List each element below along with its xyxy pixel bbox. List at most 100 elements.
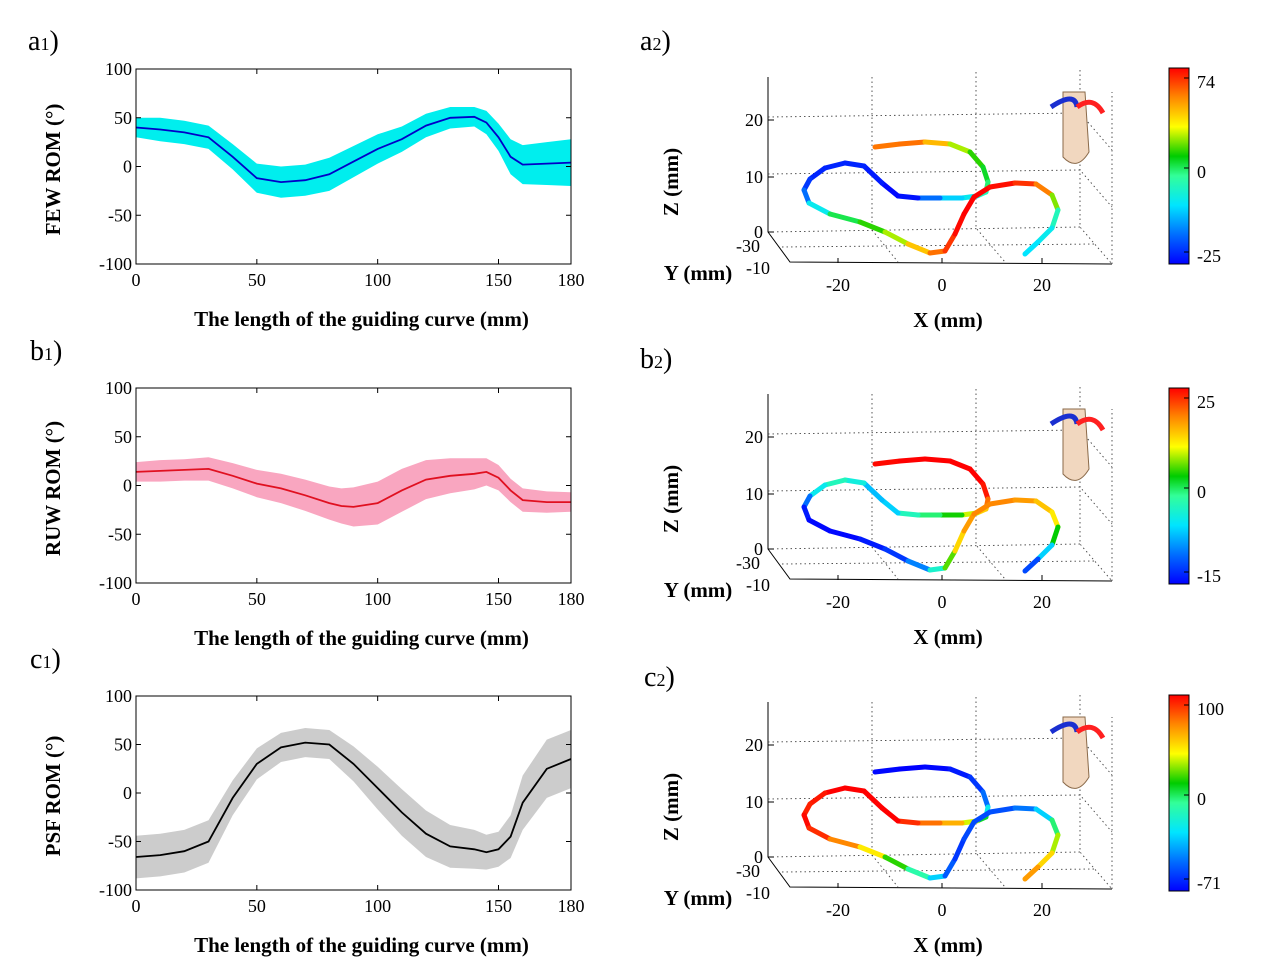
trajectory-segment [987,180,1018,190]
trajectory-segment [952,528,967,554]
trajectory-segment [905,558,933,573]
trajectory-segment [857,219,888,235]
sd-band [136,457,571,527]
y-tick-label: 50 [114,427,132,447]
y-axis-label: RUW ROM (°) [41,421,65,556]
y-tick-label: -30 [736,553,760,573]
trajectory-segment [961,194,977,217]
trajectory-segment [980,789,991,810]
z-axis-label: Z (mm) [659,148,683,216]
x-tick-label: 50 [248,270,266,290]
x-axis-label: The length of the guiding curve (mm) [194,307,529,331]
trajectory-segment [861,788,885,811]
trajectory-segment [879,497,901,516]
trajectory-segment [961,511,977,534]
y-tick-label: -100 [99,573,132,593]
trajectory-segment [1049,207,1061,231]
colorbar [1168,67,1190,265]
panel-label-letter: b [640,344,654,375]
y-tick-label: -100 [99,880,132,900]
y-tick-label: 0 [123,783,132,803]
trajectory-segment [927,248,948,256]
trajectory-segment [987,805,1018,815]
panel-label-number: 2 [656,670,665,690]
trajectory-segment [987,497,1018,507]
trajectory-segment [980,481,991,502]
panel-label-letter: c [644,662,656,693]
trajectory-segment [806,200,833,217]
back-grid [871,394,899,580]
trajectory-segment [947,766,973,780]
z-tick-label: 0 [754,539,763,559]
trajectory-segment [807,482,828,499]
panel-label-number: 1 [42,652,51,672]
trajectory-segment [980,164,991,185]
trajectory-segment [922,764,953,772]
trajectory-segment [942,856,958,879]
hand-shape [1062,408,1090,481]
colorbar-tick-label: 0 [1197,482,1206,502]
trajectory-segment [842,477,867,486]
back-grid [767,429,1113,468]
hand-shape [1062,716,1090,789]
x-tick-label: -20 [826,592,850,612]
colorbar-tick-label: 100 [1197,699,1224,719]
y-tick-label: -50 [108,524,132,544]
x-tick-label: 180 [558,896,585,916]
trajectory-segment [1012,180,1039,187]
colorbar-tick-label: 25 [1197,392,1215,412]
trajectory-segment [947,458,973,472]
trajectory-segment [927,873,948,881]
trajectory-segment [1049,524,1061,548]
colorbar [1168,387,1190,585]
y-axis-label: Y (mm) [664,886,733,910]
sd-band [136,107,571,198]
trajectory-segment [967,466,986,487]
panel-label-letter: a [28,26,41,57]
trajectory-segment [827,528,863,542]
mean-line [135,741,572,858]
y-tick-label: 0 [123,476,132,496]
trajectory-segment [842,160,867,169]
colorbar-tick-label: 0 [1197,162,1206,182]
trajectory-segment [967,149,986,170]
trajectory-segment [895,818,921,826]
colorbar-tick-label: -15 [1197,566,1221,586]
trajectory-segment [967,774,986,795]
x-axis-label: X (mm) [913,625,982,649]
y-axis-label: PSF ROM (°) [41,736,65,857]
colorbar-tick-label: 74 [1197,72,1215,92]
x-tick-label: 0 [132,270,141,290]
x-tick-label: 50 [248,589,266,609]
trajectory-segment [952,836,967,862]
axis-frame [767,702,1113,890]
wrist-motion-illustration [1049,408,1106,481]
y-tick-label: 100 [105,686,132,706]
back-grid [871,702,899,888]
back-grid [767,794,1113,833]
trajectory-segment [897,456,928,464]
back-grid [871,77,899,263]
x-tick-label: 100 [364,589,391,609]
panel-label-letter: b [30,336,44,367]
trajectory-segment [952,211,967,237]
rotation-arrow-red [1075,724,1106,740]
trajectory-segment [879,805,901,824]
trajectory-segment [872,458,903,467]
trajectory-segment [1033,498,1055,515]
trajectory-segment [1012,805,1039,812]
z-axis-label: Z (mm) [659,465,683,533]
trajectory-segment [822,477,848,488]
x-tick-label: 180 [558,270,585,290]
x-tick-label: 0 [132,589,141,609]
z-tick-label: 10 [745,792,763,812]
panel-label-letter: a [640,26,653,57]
back-grid [767,851,1081,858]
floor-grid [781,560,1096,565]
trajectory-segment [882,854,911,872]
trajectory-segment [942,231,958,254]
colorbar [1168,694,1190,892]
trajectory-segment [861,480,885,503]
